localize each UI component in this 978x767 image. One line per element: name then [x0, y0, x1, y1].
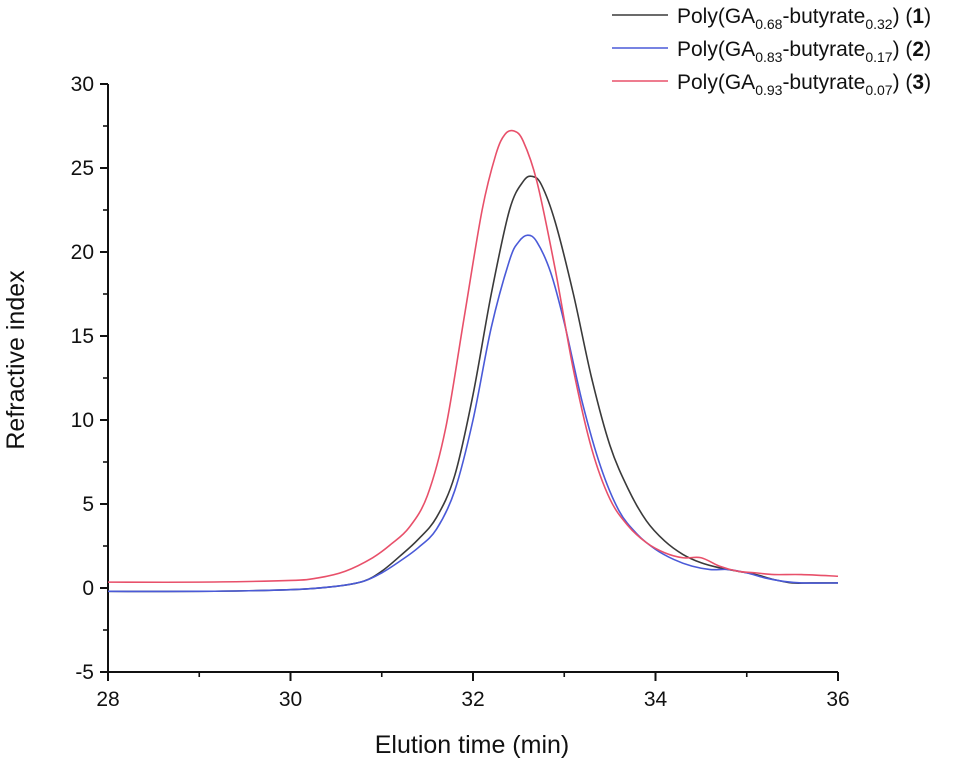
legend-text-part: Poly(GA — [677, 38, 755, 61]
series-line-3 — [107, 129, 839, 584]
y-tick-label: -5 — [75, 661, 94, 684]
legend-text-part: ) — [924, 38, 931, 61]
x-tick-label: 28 — [96, 688, 119, 711]
legend: Poly(GA0.68-butyrate0.32) (1)Poly(GA0.83… — [612, 5, 931, 98]
y-tick-label: 20 — [71, 241, 94, 264]
x-axis-label: Elution time (min) — [375, 731, 570, 759]
legend-label-2: Poly(GA0.83-butyrate0.17) (2) — [677, 38, 931, 65]
y-axis-label: Refractive index — [2, 270, 30, 450]
legend-text-part: ) ( — [893, 5, 913, 28]
series-line-1 — [107, 175, 838, 593]
y-tick-label: 15 — [71, 325, 94, 348]
legend-text-part: -butyrate — [782, 71, 865, 94]
legend-text-part: ) ( — [893, 38, 913, 61]
legend-text-part: -butyrate — [782, 5, 865, 28]
legend-text-part: ) — [924, 5, 931, 28]
legend-text-part: ) ( — [893, 71, 913, 94]
legend-label-1: Poly(GA0.68-butyrate0.32) (1) — [677, 5, 931, 32]
legend-text-part: Poly(GA — [677, 71, 755, 94]
legend-text-part: 3 — [912, 71, 924, 94]
legend-text-part: ) — [924, 71, 931, 94]
x-tick-label: 32 — [461, 688, 484, 711]
x-tick-label: 30 — [279, 688, 302, 711]
legend-text-part: Poly(GA — [677, 5, 755, 28]
series-layer — [107, 129, 839, 593]
legend-text-part: 2 — [912, 38, 924, 61]
legend-label-3: Poly(GA0.93-butyrate0.07) (3) — [677, 71, 931, 98]
x-tick-label: 34 — [644, 688, 668, 711]
y-tick-label: 30 — [71, 73, 94, 96]
legend-text-part: 0.07 — [865, 82, 892, 98]
y-tick-label: 0 — [82, 577, 94, 600]
legend-text-part: 0.32 — [865, 16, 892, 32]
legend-text-part: 0.68 — [755, 16, 782, 32]
legend-text-part: -butyrate — [782, 38, 865, 61]
series-line-2 — [107, 234, 839, 593]
legend-text-part: 1 — [912, 5, 924, 28]
y-tick-label: 5 — [82, 493, 94, 516]
legend-text-part: 0.17 — [865, 49, 892, 65]
axes: -5 0 5 10 15 20 25 30 28 30 32 34 36 — [71, 73, 850, 711]
x-tick-label: 36 — [826, 688, 849, 711]
legend-text-part: 0.83 — [755, 49, 782, 65]
y-tick-label: 25 — [71, 157, 94, 180]
y-tick-label: 10 — [71, 409, 94, 432]
legend-text-part: 0.93 — [755, 82, 782, 98]
